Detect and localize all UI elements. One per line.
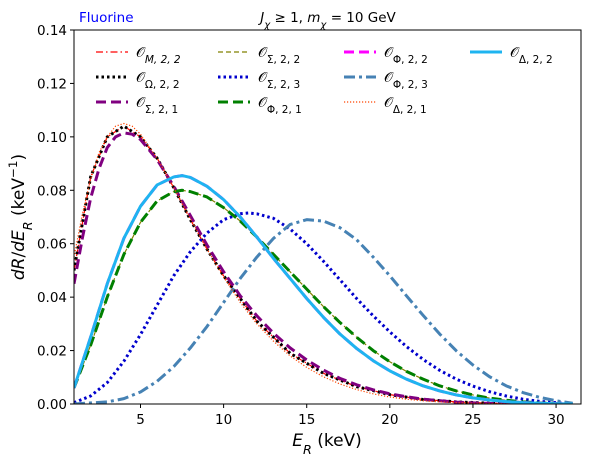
series-line-7 bbox=[74, 218, 573, 404]
series-line-6 bbox=[74, 174, 573, 404]
x-tick-label: 30 bbox=[547, 412, 564, 428]
x-tick-label: 10 bbox=[215, 412, 232, 428]
y-tick-label: 0.08 bbox=[37, 183, 67, 199]
legend-label-9: 𝒪Δ, 2, 2 bbox=[510, 45, 553, 66]
y-tick-label: 0.06 bbox=[37, 237, 67, 253]
series-line-8 bbox=[74, 122, 523, 404]
y-tick-label: 0.10 bbox=[37, 130, 67, 146]
series-line-1 bbox=[74, 124, 557, 404]
x-axis-label: ER (keV) bbox=[292, 431, 362, 458]
x-tick-label: 5 bbox=[136, 412, 145, 428]
legend-label-1: 𝒪Ω, 2, 2 bbox=[136, 70, 180, 91]
legend-label-0: 𝒪M, 2, 2 bbox=[136, 45, 181, 66]
legend-label-5: 𝒪Φ, 2, 1 bbox=[258, 95, 302, 116]
y-tick-label: 0.00 bbox=[37, 397, 67, 413]
series-line-5 bbox=[74, 188, 573, 404]
corner-label: Fluorine bbox=[79, 10, 134, 26]
y-tick-label: 0.14 bbox=[37, 23, 67, 39]
chart-title: Jχ ≥ 1, mχ = 10 GeV bbox=[257, 10, 396, 31]
x-tick-label: 20 bbox=[381, 412, 398, 428]
x-tick-label: 15 bbox=[298, 412, 315, 428]
plot-frame bbox=[73, 29, 582, 405]
legend-label-7: 𝒪Φ, 2, 3 bbox=[384, 70, 428, 91]
legend-label-6: 𝒪Φ, 2, 2 bbox=[384, 45, 428, 66]
labels-layer: Fluorine Jχ ≥ 1, mχ = 10 GeV ER (keV) dR/dE… bbox=[6, 10, 397, 458]
series-line-2 bbox=[74, 131, 523, 404]
series-line-3 bbox=[74, 189, 573, 404]
legend-label-3: 𝒪Σ, 2, 2 bbox=[258, 45, 300, 66]
legend-label-4: 𝒪Σ, 2, 3 bbox=[258, 70, 300, 91]
y-axis-label: dR/dER (keV−1) bbox=[6, 154, 36, 280]
y-tick-label: 0.12 bbox=[37, 76, 67, 92]
axes-layer: 5 10 15 20 25 30 0.00 0.02 0.04 0.06 0.08 0.10 0.12 0… bbox=[37, 23, 582, 428]
legend: 𝒪M, 2, 2 𝒪Ω, 2, 2 𝒪Σ, 2, 1 𝒪Σ, 2, 2 𝒪Σ, 2, 3… bbox=[96, 45, 553, 116]
y-tick-label: 0.02 bbox=[37, 344, 67, 360]
legend-label-2: 𝒪Σ, 2, 1 bbox=[136, 95, 178, 116]
legend-label-8: 𝒪Δ, 2, 1 bbox=[384, 95, 427, 116]
series-line-9 bbox=[74, 174, 573, 404]
series-layer bbox=[74, 122, 573, 404]
series-line-0 bbox=[74, 125, 557, 404]
y-tick-label: 0.04 bbox=[37, 290, 67, 306]
x-tick-label: 25 bbox=[464, 412, 481, 428]
